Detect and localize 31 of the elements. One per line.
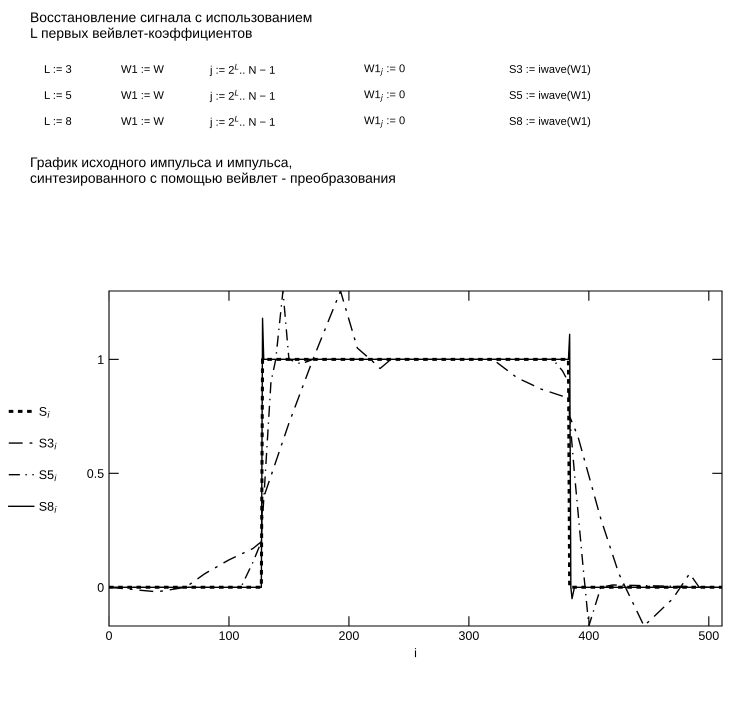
legend-label: S$_{i}$ [39, 407, 50, 418]
text: W1 := W [121, 117, 164, 125]
x-tick-label: 200 [339, 631, 359, 640]
chart-title: Восстановление сигнала с использованием L первых вейвлет-коэффициентов [31, 12, 312, 41]
x-tick-label: 400 [578, 631, 599, 640]
x-tick-label: 0 [106, 631, 112, 640]
text: W1 := W [121, 91, 164, 99]
text: j := 2$^{L}$.. N − 1 [210, 116, 275, 128]
x-tick-label: 500 [698, 631, 719, 640]
x-tick-label: 100 [219, 631, 239, 640]
legend-label: S3$_{i}$ [39, 438, 57, 450]
text: j := 2$^{L}$.. N − 1 [210, 64, 275, 76]
text: W1 := W [121, 65, 164, 73]
y-tick-label: 0 [98, 583, 104, 592]
text: L := 3 [44, 65, 72, 73]
legend-label: S8$_{i}$ [39, 502, 57, 513]
y-tick-label: 0.5 [87, 469, 104, 478]
text: W1$_{j}$ := 0 [364, 90, 405, 102]
text: S8 := iwave(W1) [510, 116, 590, 128]
text: L := 5 [44, 91, 72, 99]
chart-subtitle: График исходного импульса и импульса, синтезированного с помощью вейвлет - преобразования [30, 157, 395, 186]
text: W1$_{j}$ := 0 [364, 116, 405, 128]
text: S3 := iwave(W1) [510, 64, 590, 76]
text: L := 8 [44, 117, 72, 125]
y-tick-label: 1 [98, 355, 104, 364]
text: S5 := iwave(W1) [510, 90, 590, 102]
x-tick-label: 300 [458, 631, 479, 640]
text: j := 2$^{L}$.. N − 1 [210, 90, 275, 102]
x-axis-title: i [414, 648, 416, 658]
text: W1$_{j}$ := 0 [364, 64, 405, 76]
legend-label: S5$_{i}$ [39, 470, 57, 482]
